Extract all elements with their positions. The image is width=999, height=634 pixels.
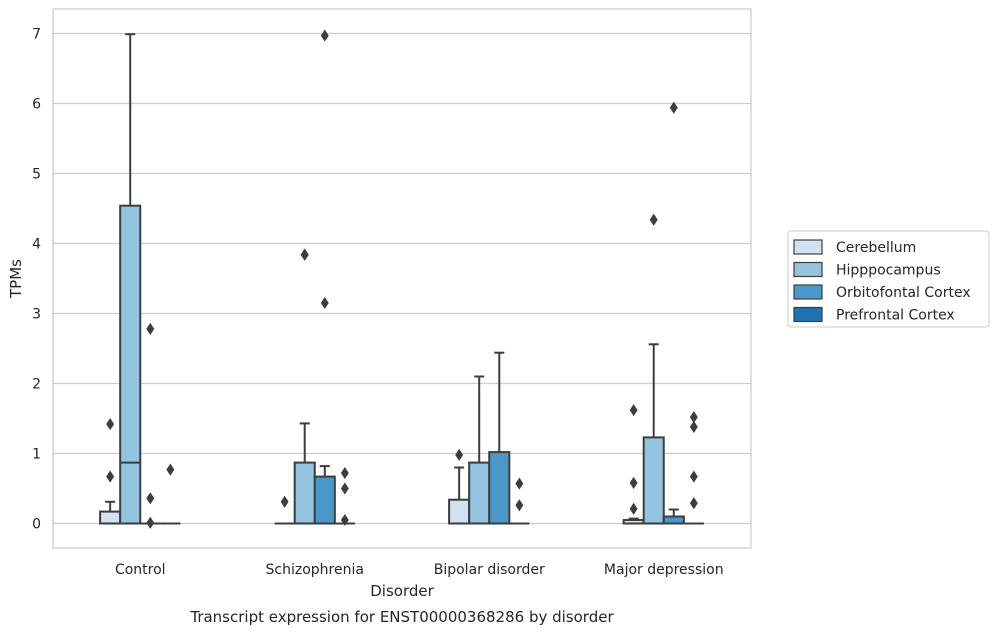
outlier-point xyxy=(689,420,698,433)
outlier-point xyxy=(649,213,658,226)
box xyxy=(448,498,471,525)
box-group xyxy=(274,495,295,525)
outlier-point xyxy=(669,101,678,114)
outlier-point xyxy=(455,448,464,461)
x-axis-label: Disorder xyxy=(370,582,434,600)
grid-lines xyxy=(53,32,751,525)
box-layer xyxy=(99,29,704,529)
outlier-point xyxy=(689,497,698,510)
y-tick-label: 5 xyxy=(32,167,41,183)
outlier-point xyxy=(515,499,524,512)
x-tick-labels: Control Schizophrenia Bipolar disorder Majo… xyxy=(115,562,724,578)
box xyxy=(642,436,665,525)
outlier-point xyxy=(166,463,175,476)
box-group xyxy=(448,448,471,525)
box-group xyxy=(160,463,181,525)
y-tick-label: 0 xyxy=(32,517,41,533)
outlier-point xyxy=(340,513,349,527)
x-tick-label: Major depression xyxy=(604,562,724,578)
box-group xyxy=(119,33,142,525)
outlier-point xyxy=(146,516,155,529)
box-group xyxy=(662,101,685,525)
box-group xyxy=(509,477,530,525)
chart-title: Transcript expression for ENST0000036828… xyxy=(189,608,614,626)
box xyxy=(468,461,491,525)
box-group xyxy=(313,29,336,525)
box xyxy=(99,510,122,525)
box-group xyxy=(293,248,316,525)
y-tick-labels: 0 1 2 3 4 5 6 7 xyxy=(32,27,41,533)
box-group xyxy=(468,375,491,525)
box-group xyxy=(622,404,645,525)
box-group xyxy=(488,351,511,525)
outlier-point xyxy=(689,411,698,424)
legend-swatch xyxy=(793,261,823,278)
box xyxy=(293,461,316,525)
legend-swatch xyxy=(793,306,823,323)
outlier-point xyxy=(320,296,329,310)
outlier-point xyxy=(629,476,638,489)
box xyxy=(119,204,142,525)
outlier-point xyxy=(629,502,638,515)
y-axis-label: TPMs xyxy=(7,259,25,299)
box-group xyxy=(334,467,355,527)
box xyxy=(662,515,685,525)
outlier-point xyxy=(146,492,155,505)
legend-frame xyxy=(787,230,990,328)
legend-swatch xyxy=(793,284,823,300)
x-tick-label: Bipolar disorder xyxy=(434,562,545,578)
outlier-point xyxy=(515,477,524,490)
outlier-point xyxy=(106,470,115,483)
box-group xyxy=(683,411,704,525)
y-tick-label: 3 xyxy=(32,307,41,323)
y-tick-label: 2 xyxy=(32,377,41,393)
y-tick-label: 1 xyxy=(32,447,41,463)
outlier-point xyxy=(320,29,329,42)
outlier-point xyxy=(340,482,349,495)
y-tick-label: 7 xyxy=(32,27,41,43)
plot-frame xyxy=(52,8,752,549)
legend-label: Cerebellum xyxy=(836,240,916,256)
y-tick-label: 4 xyxy=(32,237,41,253)
x-tick-label: Control xyxy=(115,562,166,578)
box xyxy=(313,475,336,525)
outlier-point xyxy=(629,404,638,417)
outlier-point xyxy=(106,418,115,431)
legend: Cerebellum Hipppocampus Orbitofontal Corte… xyxy=(787,230,990,328)
box-group xyxy=(140,322,161,529)
x-tick-label: Schizophrenia xyxy=(266,562,364,578)
outlier-point xyxy=(300,248,309,261)
legend-label: Prefrontal Cortex xyxy=(836,308,955,324)
outlier-point xyxy=(146,322,155,335)
y-tick-label: 6 xyxy=(32,97,41,113)
box xyxy=(488,451,511,525)
legend-label: Orbitofontal Cortex xyxy=(836,285,971,301)
outlier-point xyxy=(689,470,698,483)
box-group xyxy=(642,213,665,525)
box-group xyxy=(99,418,122,525)
outlier-point xyxy=(280,495,289,508)
legend-label: Hipppocampus xyxy=(836,263,941,279)
legend-swatch xyxy=(793,239,823,255)
outlier-point xyxy=(340,467,349,480)
